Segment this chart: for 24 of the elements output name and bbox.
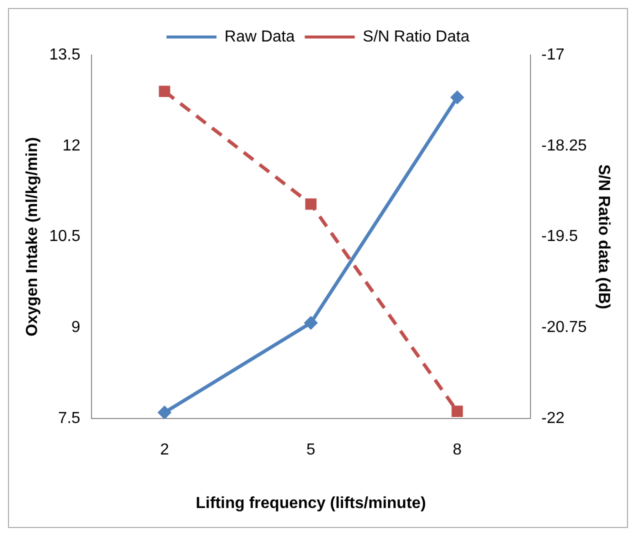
- point: [450, 90, 464, 104]
- y2-tick-label: -19.5: [541, 228, 578, 246]
- y2-axis-title: S/N Ratio data (dB): [594, 164, 612, 310]
- legend-label: Raw Data: [224, 28, 295, 46]
- y2-tick-label: -18.25: [541, 137, 587, 154]
- y-tick-label: 12: [62, 137, 80, 154]
- y2-tick-label: -20.75: [541, 319, 587, 336]
- point: [305, 198, 317, 210]
- point: [452, 406, 463, 417]
- x-tick-label: 2: [160, 442, 170, 459]
- x-tick-label: 8: [452, 442, 462, 459]
- y-axis-title: Oxygen Intake (ml/kg/min): [24, 137, 42, 336]
- x-tick-label: 5: [306, 442, 316, 459]
- point: [158, 406, 172, 419]
- y-tick-label: 9: [71, 319, 80, 336]
- legend-label: S/N Ratio Data: [362, 28, 470, 46]
- y-tick-label: 10.5: [49, 228, 80, 246]
- y2-tick-label: -17: [541, 46, 565, 64]
- point: [158, 86, 170, 98]
- y-tick-label: 13.5: [49, 46, 80, 64]
- x-axis-title: Lifting frequency (lifts/minute): [196, 494, 426, 512]
- y2-tick-label: -22: [541, 410, 565, 428]
- point: [304, 316, 318, 330]
- y-tick-label: 7.5: [58, 410, 80, 428]
